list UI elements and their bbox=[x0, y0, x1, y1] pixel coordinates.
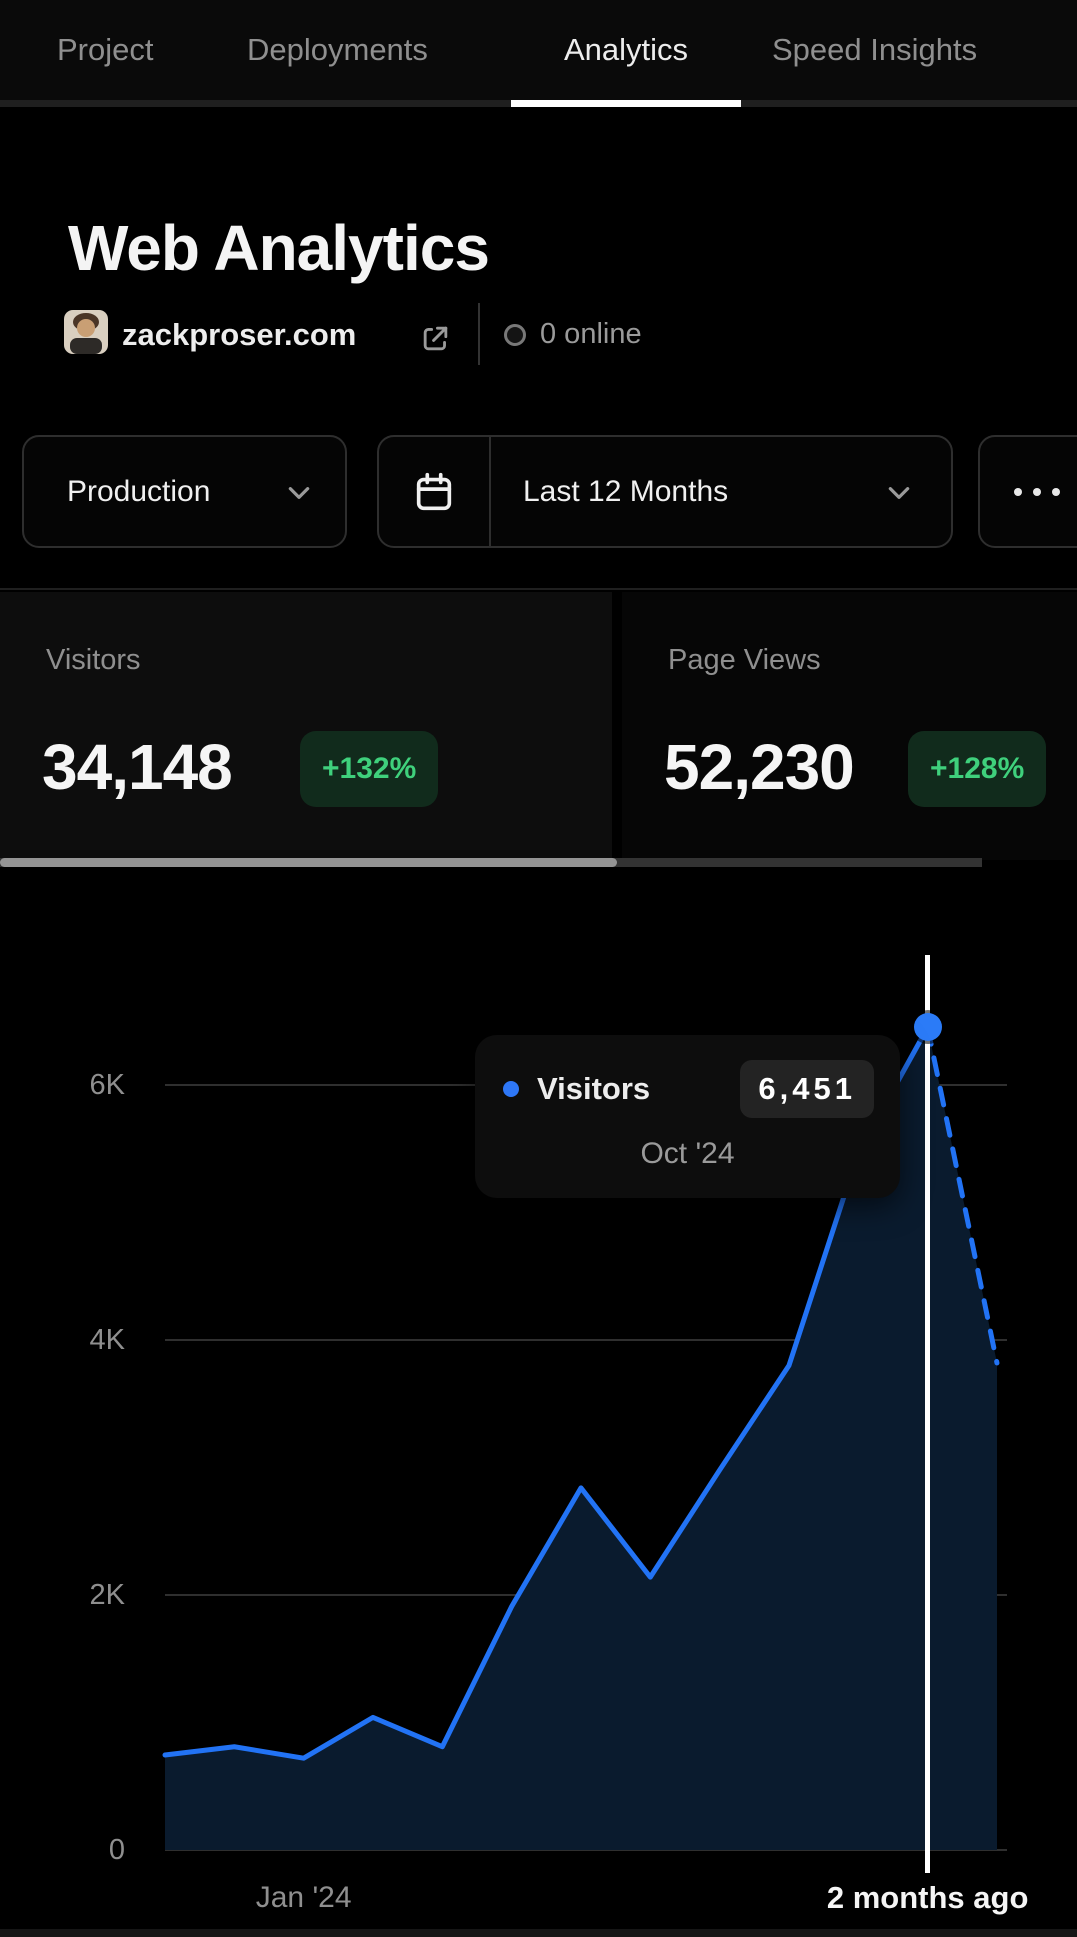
environment-label: Production bbox=[67, 474, 211, 508]
environment-dropdown[interactable]: Production bbox=[22, 435, 347, 548]
date-range-dropdown[interactable]: Last 12 Months bbox=[377, 435, 953, 548]
horizontal-scrollbar-thumb[interactable] bbox=[0, 858, 617, 867]
nav-bar: Project Deployments Analytics Speed Insi… bbox=[0, 0, 1077, 107]
filter-controls: Production Last 12 Months bbox=[0, 435, 1077, 548]
visitors-chart: Visitors 6,451 Oct '24 Jan '24 2 months … bbox=[0, 870, 1077, 1937]
tab-speed-insights[interactable]: Speed Insights bbox=[772, 32, 978, 67]
pageviews-delta-badge: +128% bbox=[908, 731, 1047, 807]
ellipsis-icon bbox=[1014, 487, 1060, 496]
date-range-label: Last 12 Months bbox=[523, 474, 729, 508]
data-point-marker bbox=[913, 1013, 942, 1042]
y-axis-label: 6K bbox=[89, 1069, 125, 1101]
x-axis-tick-label: Jan '24 bbox=[255, 1881, 352, 1914]
tab-deployments[interactable]: Deployments bbox=[247, 32, 428, 67]
y-axis-label: 0 bbox=[108, 1834, 125, 1866]
tab-analytics[interactable]: Analytics bbox=[563, 32, 689, 67]
more-options-button[interactable] bbox=[978, 435, 1077, 548]
avatar bbox=[64, 310, 108, 354]
tab-project[interactable]: Project bbox=[57, 32, 154, 67]
horizontal-scrollbar-track[interactable] bbox=[0, 858, 982, 867]
site-domain-link[interactable]: zackproser.com bbox=[122, 317, 357, 352]
stats-cards: Visitors 34,148 +132% Page Views 52,230 … bbox=[0, 588, 1077, 870]
visitors-card-value: 34,148 bbox=[42, 731, 233, 803]
visitors-area bbox=[165, 1027, 997, 1850]
online-indicator-icon bbox=[504, 324, 526, 346]
external-link-icon[interactable] bbox=[420, 323, 451, 354]
y-axis-label: 4K bbox=[89, 1324, 125, 1356]
pageviews-card[interactable]: Page Views 52,230 +128% bbox=[622, 592, 1077, 860]
calendar-icon bbox=[379, 437, 491, 546]
chevron-down-icon bbox=[883, 476, 915, 508]
tooltip-series-name: Visitors bbox=[537, 1071, 651, 1106]
page-title: Web Analytics bbox=[68, 211, 490, 284]
tooltip-value-chip: 6,451 bbox=[740, 1060, 874, 1118]
annotation-marker-line bbox=[925, 955, 931, 1873]
chart-tooltip: Visitors 6,451 Oct '24 bbox=[475, 1035, 900, 1198]
pageviews-card-label: Page Views bbox=[668, 644, 821, 676]
visitors-card-label: Visitors bbox=[46, 644, 141, 676]
visitors-card[interactable]: Visitors 34,148 +132% bbox=[0, 592, 612, 860]
annotation-label: 2 months ago bbox=[826, 1880, 1029, 1915]
pageviews-card-value: 52,230 bbox=[664, 731, 855, 803]
visitors-delta-badge: +132% bbox=[300, 731, 439, 807]
active-tab-underline bbox=[511, 100, 741, 107]
chevron-down-icon bbox=[283, 476, 315, 508]
online-count: 0 online bbox=[540, 318, 642, 350]
tooltip-legend-row: Visitors 6,451 bbox=[503, 1057, 874, 1121]
next-section-edge bbox=[0, 1929, 1077, 1937]
series-dot-icon bbox=[503, 1081, 519, 1097]
vertical-divider bbox=[478, 303, 480, 365]
visitors-line-dashed bbox=[925, 1024, 1000, 1366]
visitors-line-solid bbox=[162, 1024, 931, 1761]
y-axis-label: 2K bbox=[89, 1579, 125, 1611]
tooltip-period: Oct '24 bbox=[640, 1137, 735, 1170]
